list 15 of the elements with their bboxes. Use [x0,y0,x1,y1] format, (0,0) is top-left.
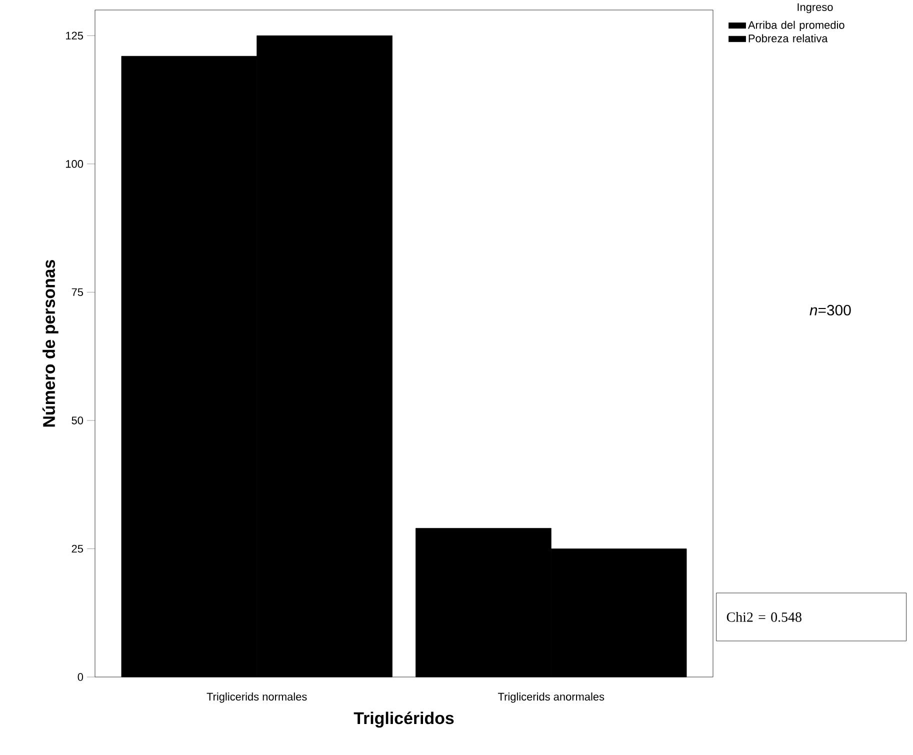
y-tick-label: 25 [72,544,84,553]
legend-label: Arriba del promedio [748,20,844,32]
y-tick-label: 125 [66,32,84,40]
y-axis-title: Número de personas [42,260,58,427]
y-tick-label: 100 [66,160,84,168]
text: n=300 [810,304,851,316]
legend-label: Pobreza relativa [748,34,828,42]
x-axis-title: Triglicéridos [354,712,454,728]
text: Chi2 = 0.548 [726,612,802,622]
x-tick-label: Triglicerids normales [206,692,307,703]
legend-title: Ingreso [798,3,833,14]
y-tick-label: 75 [72,288,84,296]
y-tick-label: 0 [78,673,84,681]
y-tick-label: 50 [72,416,84,424]
x-tick-label: Triglicerids anormales [498,692,604,703]
